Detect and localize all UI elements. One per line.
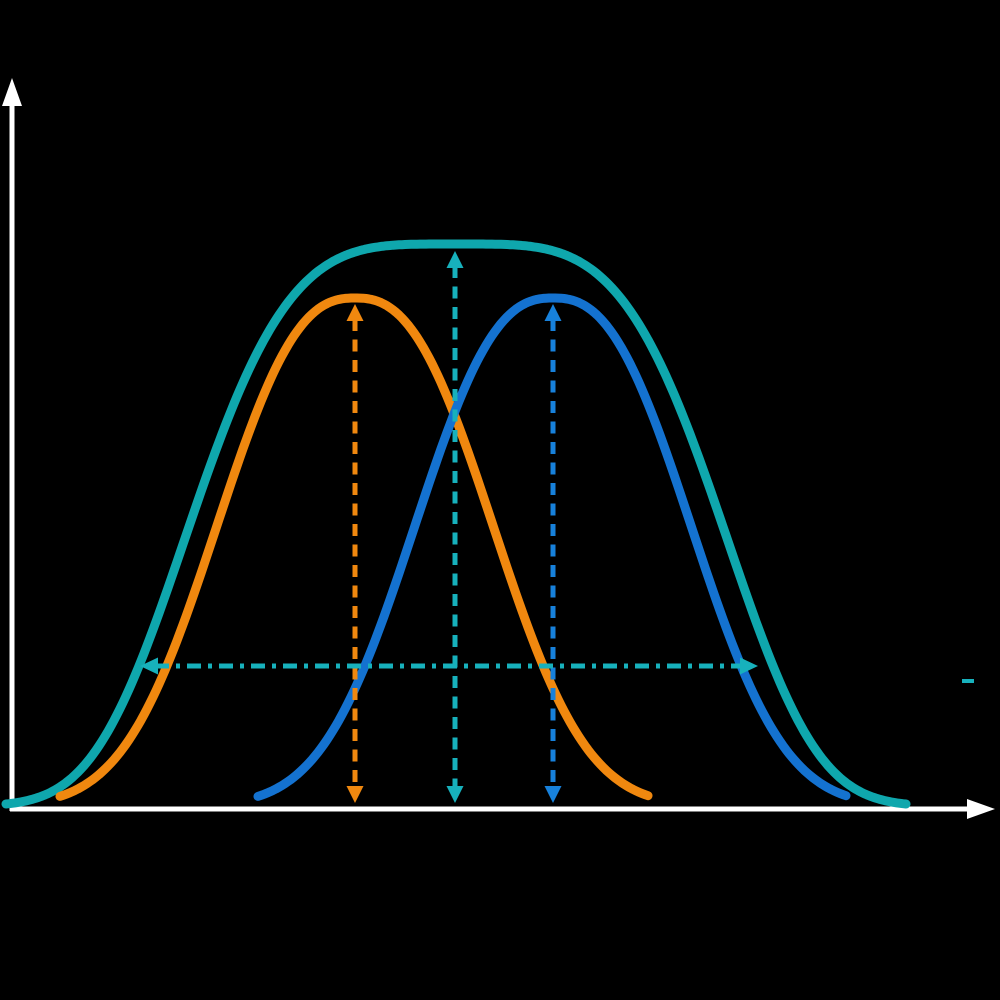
right-peak-height-arrow-up-arrowhead-icon bbox=[544, 304, 562, 321]
envelope-width-arrow-right-arrowhead-icon bbox=[740, 657, 758, 675]
envelope-width-arrow-left-arrowhead-icon bbox=[140, 657, 158, 675]
right-component-curve bbox=[253, 293, 851, 801]
envelope-peak-height-arrow-down-arrowhead-icon bbox=[446, 786, 464, 803]
x-axis-arrowhead-icon bbox=[967, 799, 995, 819]
y-axis-arrowhead-icon bbox=[2, 78, 22, 106]
stray-dash-mark bbox=[962, 679, 974, 683]
left-component-curve bbox=[55, 293, 653, 801]
left-peak-height-arrow-down-arrowhead-icon bbox=[346, 786, 364, 803]
right-peak-height-arrow-down-arrowhead-icon bbox=[544, 786, 562, 803]
left-peak-height-arrow-up-arrowhead-icon bbox=[346, 304, 364, 321]
envelope-curve bbox=[1, 239, 911, 809]
envelope-peak-height-arrow-up-arrowhead-icon bbox=[446, 251, 464, 268]
